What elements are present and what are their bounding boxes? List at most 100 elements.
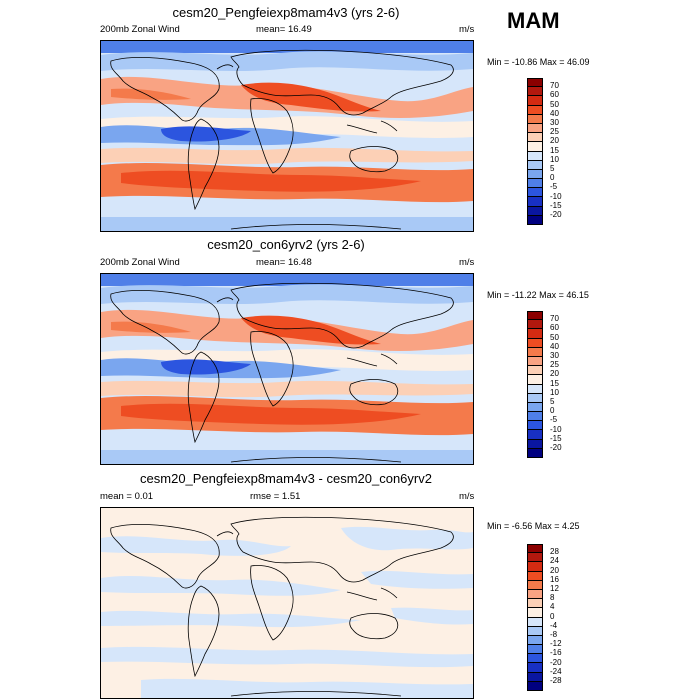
- colorbar-tick-label: -20: [550, 210, 562, 219]
- colorbar-tick-label: 40: [550, 341, 559, 351]
- colorbar-tick-label: -10: [550, 191, 562, 201]
- colorbar-tick-label: 20: [550, 565, 559, 575]
- colorbar-box: [527, 544, 543, 554]
- colorbar-box: [527, 188, 543, 198]
- panel-3-map: [100, 507, 474, 699]
- colorbar-box: [527, 412, 543, 422]
- colorbar-tick-label: -10: [550, 424, 562, 434]
- colorbar-tick-label: 50: [550, 99, 559, 109]
- colorbar-tick-label: 40: [550, 108, 559, 118]
- colorbar-tick-label: 15: [550, 378, 559, 388]
- panel-1-min-max: Min = -10.86 Max = 46.09: [487, 57, 590, 67]
- colorbar-box: [527, 320, 543, 330]
- colorbar-tick-label: 5: [550, 164, 555, 173]
- panel-2-map-svg: [101, 274, 473, 464]
- colorbar-box: [527, 626, 543, 636]
- panel-1-map: [100, 40, 474, 232]
- panel-3-colorbar-labels: 28 24 20 16 12 8 4 0 -4 -8 -12 -16 -20 -24 -28: [550, 544, 590, 694]
- panel-1-mean-label: mean= 16.49: [256, 24, 312, 35]
- colorbar-box: [527, 133, 543, 143]
- colorbar-box: [527, 599, 543, 609]
- colorbar-box: [527, 87, 543, 97]
- panel-1-colorbar: [527, 78, 543, 225]
- colorbar-tick-label: -24: [550, 666, 562, 676]
- colorbar-tick-label: 10: [550, 154, 559, 164]
- colorbar-box: [527, 142, 543, 152]
- panel-1-colorbar-labels: 70 60 50 40 30 25 20 15 10 5 0 -5 -10 -15 -20: [550, 78, 590, 228]
- panel-1-title: cesm20_Pengfeiexp8mam4v3 (yrs 2-6): [172, 5, 400, 20]
- colorbar-box: [527, 645, 543, 655]
- colorbar-tick-label: 25: [550, 127, 559, 137]
- colorbar-tick-label: -5: [550, 415, 558, 425]
- colorbar-box: [527, 393, 543, 403]
- colorbar-box: [527, 366, 543, 376]
- colorbar-tick-label: -20: [550, 657, 562, 667]
- colorbar-tick-label: 20: [550, 369, 559, 379]
- colorbar-box: [527, 311, 543, 321]
- panel-1-variable-label: 200mb Zonal Wind: [100, 24, 180, 35]
- colorbar-box: [527, 663, 543, 673]
- panel-3-map-svg: [101, 508, 473, 698]
- colorbar-tick-label: -8: [550, 630, 558, 639]
- colorbar-tick-label: 12: [550, 584, 559, 593]
- colorbar-tick-label: 28: [550, 547, 559, 557]
- colorbar-box: [527, 197, 543, 207]
- colorbar-box: [527, 329, 543, 339]
- colorbar-box: [527, 169, 543, 180]
- colorbar-box: [527, 571, 543, 581]
- panel-3-units-label: m/s: [459, 491, 475, 502]
- colorbar-box: [527, 430, 543, 440]
- colorbar-tick-label: 0: [550, 406, 555, 416]
- colorbar-box: [527, 160, 543, 170]
- colorbar-box: [527, 123, 543, 134]
- colorbar-tick-label: 60: [550, 323, 559, 333]
- colorbar-box: [527, 580, 543, 590]
- colorbar-tick-label: 50: [550, 332, 559, 342]
- colorbar-box: [527, 562, 543, 572]
- colorbar-tick-label: 16: [550, 574, 559, 584]
- colorbar-box: [527, 681, 543, 691]
- panel-3-mean-label: mean = 0.01: [100, 491, 154, 502]
- colorbar-box: [527, 338, 543, 348]
- colorbar-tick-label: 8: [550, 593, 555, 603]
- colorbar-tick-label: 60: [550, 90, 559, 100]
- panel-3-rmse-label: rmse = 1.51: [250, 491, 301, 502]
- colorbar-box: [527, 635, 543, 646]
- panel-2-map: [100, 273, 474, 465]
- panel-1-units-label: m/s: [459, 24, 475, 35]
- colorbar-tick-label: -16: [550, 648, 562, 658]
- panel-2-mean-label: mean= 16.48: [256, 257, 312, 268]
- panel-2-min-max: Min = -11.22 Max = 46.15: [487, 290, 589, 300]
- panel-2-colorbar-labels: 70 60 50 40 30 25 20 15 10 5 0 -5 -10 -15 -20: [550, 311, 590, 461]
- colorbar-box: [527, 206, 543, 216]
- colorbar-box: [527, 105, 543, 115]
- colorbar-tick-label: -15: [550, 200, 562, 210]
- season-label: MAM: [507, 8, 560, 33]
- colorbar-box: [527, 402, 543, 413]
- colorbar-box: [527, 421, 543, 431]
- panel-3-colorbar: [527, 544, 543, 691]
- panel-2-units-label: m/s: [459, 257, 475, 268]
- colorbar-box: [527, 608, 543, 618]
- colorbar-tick-label: 30: [550, 118, 559, 127]
- colorbar-box: [527, 151, 543, 161]
- panel-2-variable-label: 200mb Zonal Wind: [100, 257, 180, 268]
- colorbar-box: [527, 375, 543, 385]
- panel-3-min-max: Min = -6.56 Max = 4.25: [487, 521, 580, 531]
- colorbar-box: [527, 553, 543, 563]
- panel-2-title: cesm20_con6yrv2 (yrs 2-6): [207, 237, 365, 252]
- colorbar-tick-label: 24: [550, 556, 559, 566]
- colorbar-tick-label: 70: [550, 81, 559, 91]
- panel-1-map-svg: [101, 41, 473, 231]
- colorbar-tick-label: -20: [550, 443, 562, 452]
- colorbar-box: [527, 114, 543, 124]
- colorbar-tick-label: 20: [550, 136, 559, 146]
- colorbar-tick-label: -12: [550, 639, 562, 649]
- colorbar-tick-label: -5: [550, 182, 558, 192]
- colorbar-tick-label: 5: [550, 397, 555, 406]
- colorbar-box: [527, 617, 543, 627]
- colorbar-box: [527, 215, 543, 225]
- colorbar-tick-label: 4: [550, 602, 555, 612]
- colorbar-box: [527, 672, 543, 682]
- colorbar-box: [527, 448, 543, 458]
